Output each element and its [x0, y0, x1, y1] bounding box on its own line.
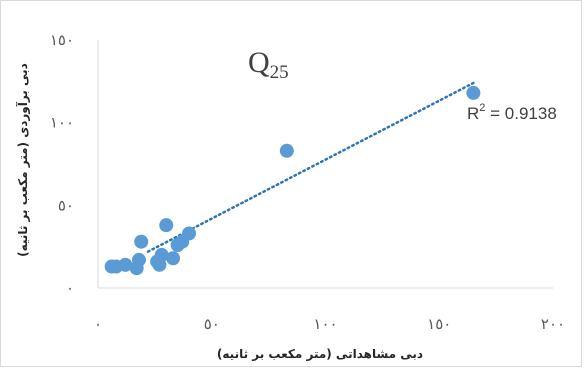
r-squared-label: R2 = 0.9138	[467, 102, 557, 123]
y-tick-label: ٠	[66, 279, 74, 297]
x-tick-label: ١٥٠	[427, 315, 451, 333]
data-point	[131, 252, 146, 267]
x-tick-label: ٢٠٠	[541, 315, 565, 333]
x-tick-label: ٥٠	[204, 315, 220, 333]
data-point	[134, 234, 149, 249]
data-point	[118, 257, 133, 272]
y-axis-title: دبی برآوردی (متر مکعب بر ثانیه)	[15, 63, 31, 257]
trendline	[146, 81, 475, 253]
r-squared-symbol: R	[467, 104, 479, 123]
y-tick-label: ١٠٠	[50, 114, 74, 132]
data-point	[182, 226, 196, 241]
q25-annotation-sub: 25	[270, 62, 289, 83]
q25-annotation: Q25	[248, 46, 289, 83]
x-axis-title: دبی مشاهداتی (متر مکعب بر ثانیه)	[217, 347, 423, 361]
data-point	[166, 251, 181, 266]
x-tick-label: ٠	[94, 315, 102, 333]
data-point	[154, 247, 169, 262]
data-point	[279, 143, 294, 158]
trend-layer	[146, 81, 475, 253]
data-point	[159, 218, 174, 233]
points-layer	[104, 85, 481, 276]
q25-annotation-main: Q	[248, 46, 270, 79]
data-point	[466, 85, 481, 100]
r-squared-value: = 0.9138	[485, 104, 556, 123]
r-squared-superscript: 2	[479, 102, 485, 114]
x-tick-label: ١٠٠	[313, 315, 337, 333]
y-tick-label: ١٥٠	[50, 31, 74, 49]
ticks-layer: ٠ ٥٠ ١٠٠ ١٥٠ ٢٠٠ ٠ ٥٠ ١٠٠ ١٥٠	[50, 31, 565, 333]
y-tick-label: ٥٠	[58, 196, 74, 214]
